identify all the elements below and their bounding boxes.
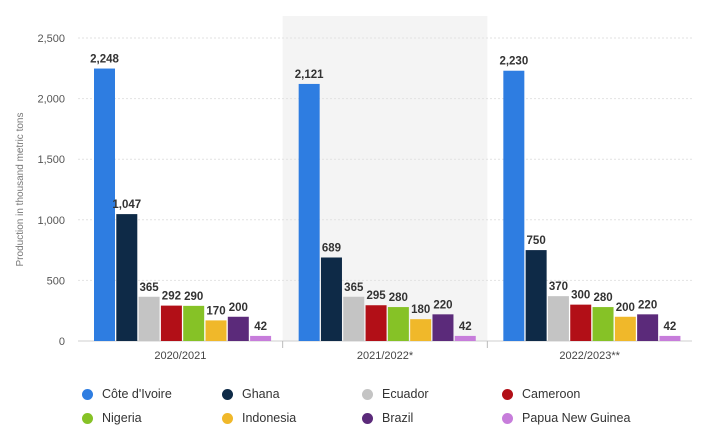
legend-item[interactable]: Ecuador bbox=[362, 386, 502, 402]
data-label: 280 bbox=[389, 292, 408, 304]
y-axis-ticks: 0 500 1,000 1,500 2,000 2,500 bbox=[37, 33, 65, 348]
bar bbox=[503, 70, 525, 341]
data-label: 365 bbox=[344, 282, 364, 294]
legend-item[interactable]: Ghana bbox=[222, 386, 362, 402]
legend-label: Ecuador bbox=[382, 387, 429, 401]
data-label: 750 bbox=[527, 235, 546, 247]
y-tick-label: 2,500 bbox=[37, 33, 65, 45]
bar bbox=[365, 305, 387, 341]
legend-swatch bbox=[362, 388, 373, 400]
y-tick-label: 1,000 bbox=[37, 215, 65, 227]
bar bbox=[525, 250, 547, 341]
legend-item[interactable]: Cameroon bbox=[502, 386, 682, 402]
legend-swatch bbox=[222, 388, 233, 400]
legend-swatch bbox=[502, 412, 513, 424]
x-axis-ticks: 2020/2021 2021/2022* 2022/2023** bbox=[154, 341, 621, 362]
legend-label: Cameroon bbox=[522, 387, 581, 401]
y-tick-label: 1,500 bbox=[37, 154, 65, 166]
data-label: 300 bbox=[571, 290, 590, 302]
data-label: 170 bbox=[206, 305, 225, 317]
bar bbox=[94, 68, 115, 342]
legend-swatch bbox=[362, 412, 373, 424]
data-label: 292 bbox=[162, 291, 181, 303]
legend-swatch bbox=[222, 412, 233, 424]
y-axis-title: Production in thousand metric tons bbox=[15, 113, 26, 267]
data-label: 370 bbox=[549, 281, 568, 293]
legend-item[interactable]: Brazil bbox=[362, 410, 502, 426]
data-label: 2,230 bbox=[499, 56, 528, 68]
bar bbox=[343, 296, 365, 341]
bar bbox=[570, 304, 592, 341]
legend-swatch bbox=[82, 412, 93, 424]
data-label: 280 bbox=[593, 292, 612, 304]
legend-label: Brazil bbox=[382, 411, 414, 425]
legend-item[interactable]: Papua New Guinea bbox=[502, 410, 682, 426]
bar bbox=[116, 214, 138, 341]
bar bbox=[637, 314, 659, 341]
legend-item[interactable]: Côte d'Ivoire bbox=[82, 386, 222, 402]
data-label: 200 bbox=[616, 302, 635, 314]
data-label: 290 bbox=[184, 291, 203, 303]
y-tick-label: 2,000 bbox=[37, 94, 65, 106]
bar bbox=[410, 319, 432, 341]
legend-swatch bbox=[502, 388, 513, 400]
data-label: 689 bbox=[322, 242, 341, 254]
bars bbox=[94, 68, 681, 342]
data-label: 220 bbox=[433, 299, 452, 311]
bar bbox=[138, 296, 160, 341]
data-label: 42 bbox=[664, 321, 677, 333]
x-tick-label: 2021/2022* bbox=[357, 350, 414, 362]
data-label: 295 bbox=[366, 290, 386, 302]
bar bbox=[547, 296, 569, 341]
bar bbox=[250, 335, 272, 341]
bar bbox=[592, 307, 614, 341]
bar bbox=[298, 83, 320, 341]
data-label: 220 bbox=[638, 299, 657, 311]
data-label: 180 bbox=[411, 304, 430, 316]
legend-label: Indonesia bbox=[242, 411, 297, 425]
legend-label: Côte d'Ivoire bbox=[102, 387, 172, 401]
y-tick-label: 500 bbox=[47, 275, 65, 287]
data-label: 365 bbox=[140, 282, 160, 294]
legend-swatch bbox=[82, 388, 93, 400]
bar bbox=[205, 320, 227, 341]
data-label: 1,047 bbox=[112, 199, 141, 211]
x-tick-label: 2022/2023** bbox=[559, 350, 620, 362]
data-label: 42 bbox=[254, 321, 267, 333]
bar bbox=[614, 316, 636, 341]
data-label: 2,248 bbox=[90, 54, 119, 66]
legend-item[interactable]: Nigeria bbox=[82, 410, 222, 426]
bar bbox=[454, 335, 476, 341]
legend-label: Nigeria bbox=[102, 411, 142, 425]
legend-item[interactable]: Indonesia bbox=[222, 410, 362, 426]
data-label: 42 bbox=[459, 321, 472, 333]
bar bbox=[320, 257, 342, 341]
bar bbox=[227, 316, 249, 341]
legend-label: Ghana bbox=[242, 387, 280, 401]
x-tick-label: 2020/2021 bbox=[154, 350, 206, 362]
data-label: 200 bbox=[229, 302, 248, 314]
bar bbox=[160, 305, 182, 341]
legend: Côte d'Ivoire Ghana Ecuador Cameroon Nigeria… bbox=[82, 386, 702, 426]
y-tick-label: 0 bbox=[59, 336, 65, 348]
bar bbox=[659, 335, 681, 341]
bar bbox=[432, 314, 454, 341]
legend-label: Papua New Guinea bbox=[522, 411, 631, 425]
bar bbox=[387, 307, 409, 341]
data-label: 2,121 bbox=[295, 69, 324, 81]
bar bbox=[183, 305, 205, 341]
